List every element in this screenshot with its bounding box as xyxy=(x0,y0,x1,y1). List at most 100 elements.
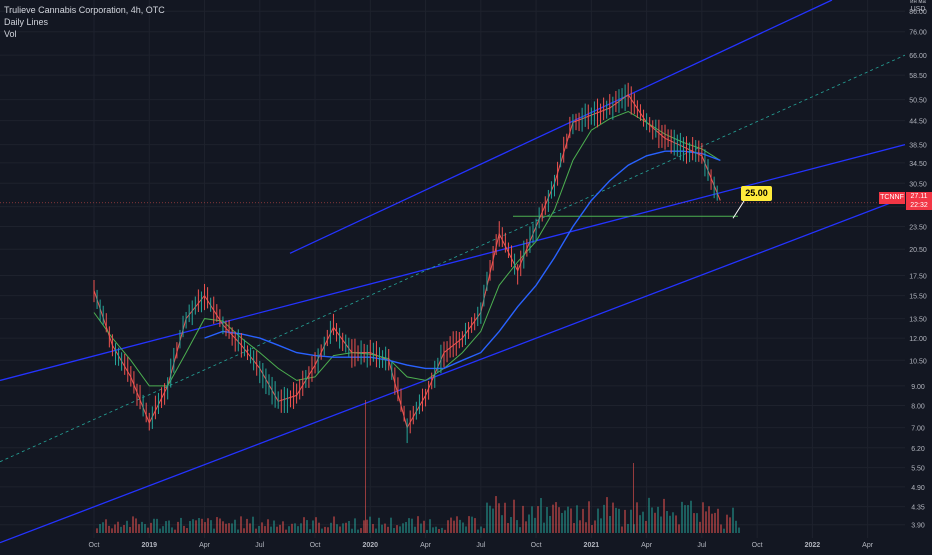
volume-bar xyxy=(462,522,464,533)
volume-bar xyxy=(654,512,656,533)
volume-bar xyxy=(435,526,437,533)
time-tick-label: Jul xyxy=(697,542,706,549)
volume-bar xyxy=(117,521,119,533)
volume-bar xyxy=(537,506,539,533)
volume-bar xyxy=(669,515,671,533)
volume-bar xyxy=(384,523,386,533)
volume-bar xyxy=(123,525,125,533)
ma-slow-line xyxy=(204,150,721,370)
volume-bar xyxy=(129,526,131,533)
volume-bar xyxy=(486,502,488,533)
price-tick-label: 20.50 xyxy=(909,247,927,254)
volume-bar xyxy=(258,525,260,533)
volume-bar xyxy=(417,516,419,533)
volume-bar xyxy=(360,528,362,533)
volume-bar xyxy=(198,518,200,533)
volume-bar xyxy=(555,502,557,533)
volume-bar xyxy=(351,528,353,533)
channel-lower-line xyxy=(0,196,906,544)
volume-bar xyxy=(690,500,692,533)
volume-bar xyxy=(408,518,410,533)
volume-bar xyxy=(156,518,158,533)
callout-pointer xyxy=(732,200,745,219)
volume-bar xyxy=(162,526,164,533)
volume-bar xyxy=(102,522,104,533)
volume-bar xyxy=(267,519,269,533)
volume-bar xyxy=(528,514,530,533)
volume-bar xyxy=(414,526,416,533)
volume-bar xyxy=(660,516,662,533)
volume-bar xyxy=(357,529,359,533)
currency-label: USD xyxy=(911,6,926,13)
volume-bar xyxy=(207,518,209,533)
volume-bar xyxy=(105,519,107,533)
volume-bar xyxy=(165,521,167,533)
volume-bar xyxy=(261,522,263,533)
price-tick-label: 44.50 xyxy=(909,119,927,126)
volume-bar xyxy=(504,502,506,533)
volume-bar xyxy=(513,499,515,533)
volume-bar xyxy=(582,508,584,533)
price-tick-label: 4.90 xyxy=(911,485,925,492)
price-tick-label: 66.00 xyxy=(909,53,927,60)
volume-bar xyxy=(651,507,653,533)
volume-bar xyxy=(507,523,509,533)
volume-bar xyxy=(309,529,311,533)
volume-bar xyxy=(201,518,203,533)
volume-bar xyxy=(249,523,251,533)
volume-bar xyxy=(516,520,518,533)
volume-bar xyxy=(693,513,695,533)
volume-bar xyxy=(339,526,341,533)
volume-bar xyxy=(285,529,287,533)
time-tick-label: 2020 xyxy=(363,542,379,549)
volume-bar xyxy=(678,524,680,533)
volume-bar xyxy=(138,524,140,533)
price-axis: 3.90 4.35 4.90 5.50 6.20 7.00 8.00 9.00 10.50 12.… xyxy=(909,0,927,530)
volume-bar xyxy=(288,526,290,533)
volume-bar xyxy=(354,518,356,533)
volume-bar xyxy=(684,505,686,533)
volume-bar xyxy=(444,529,446,533)
volume-bar xyxy=(216,517,218,533)
volume-bar xyxy=(702,502,704,533)
volume-bar xyxy=(255,528,257,533)
price-callout[interactable]: 25.00 xyxy=(741,186,772,201)
volume-bar xyxy=(477,529,479,533)
volume-bar xyxy=(621,526,623,533)
volume-bar xyxy=(606,497,608,533)
volume-bar xyxy=(264,526,266,533)
volume-bar xyxy=(450,517,452,533)
legend: Trulieve Cannabis Corporation, 4h, OTC D… xyxy=(4,4,165,40)
volume-bar xyxy=(405,521,407,533)
legend-volume-label: Vol xyxy=(4,29,17,39)
volume-bar xyxy=(336,524,338,533)
volume-bar xyxy=(531,506,533,533)
volume-bar xyxy=(549,515,551,533)
volume-bar xyxy=(636,502,638,533)
volume-bar xyxy=(150,522,152,533)
volume-bar xyxy=(447,520,449,533)
volume-bar xyxy=(630,509,632,533)
time-tick-label: Oct xyxy=(89,542,100,549)
volume-bar xyxy=(723,528,725,533)
volume-bar xyxy=(732,507,734,533)
volume-bar xyxy=(579,520,581,533)
volume-bar xyxy=(657,506,659,533)
volume-bar xyxy=(411,518,413,533)
volume-bar xyxy=(177,521,179,533)
time-tick-label: Apr xyxy=(199,542,211,549)
volume-bar xyxy=(423,520,425,533)
volume-bar xyxy=(420,523,422,533)
volume-bar xyxy=(546,506,548,533)
volume-bar xyxy=(540,498,542,533)
price-tick-label: 86.00 xyxy=(909,9,927,16)
volume-bar xyxy=(543,522,545,533)
volume-bar xyxy=(390,517,392,533)
volume-bar xyxy=(306,520,308,533)
volume-bar xyxy=(711,513,713,533)
price-tick-label: 50.50 xyxy=(909,98,927,105)
time-axis: Oct 2019 Apr Jul Oct 2020 Apr Jul Oct 2021 Apr Jul O… xyxy=(89,542,874,549)
volume-bar xyxy=(366,519,368,533)
